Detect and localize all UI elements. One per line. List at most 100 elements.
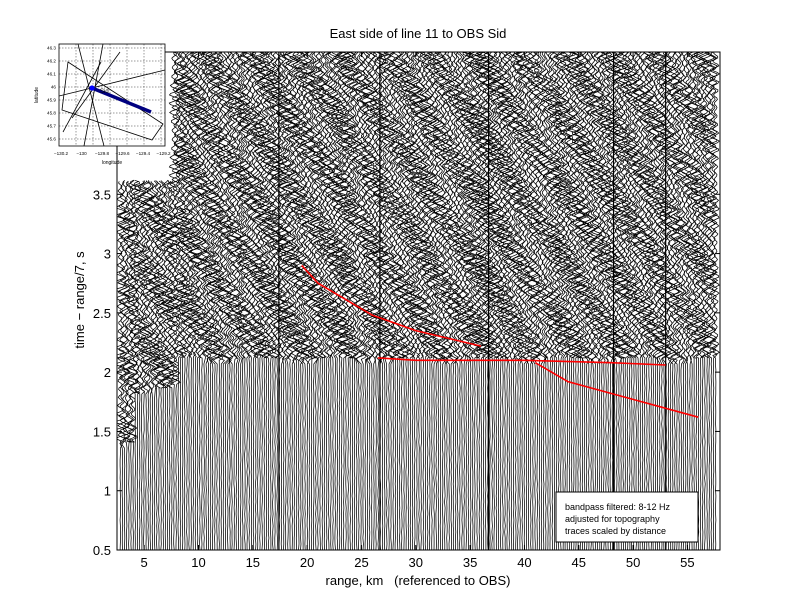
seismic-trace	[230, 52, 242, 550]
inset-y-label: latitude	[34, 87, 40, 103]
seismic-trace	[214, 52, 224, 550]
seismic-trace	[397, 52, 407, 550]
y-tick-label: 2	[104, 365, 111, 380]
seismic-trace	[363, 52, 376, 550]
seismic-trace	[629, 52, 639, 550]
x-axis: 5 10 15 20 25 30 35 40 45 50 55	[141, 52, 695, 570]
seismic-trace	[545, 52, 556, 550]
inset-ship-tracks	[59, 44, 165, 146]
seismic-trace	[377, 52, 388, 550]
seismic-trace	[147, 181, 158, 550]
seismic-trace	[499, 52, 511, 550]
seismic-trace	[689, 52, 699, 550]
seismic-trace	[579, 52, 590, 550]
x-tick-label: 15	[246, 555, 260, 570]
track-line-c	[59, 69, 165, 97]
seismic-trace	[643, 52, 655, 550]
seismic-trace	[543, 52, 553, 550]
chart-title: East side of line 11 to OBS Sid	[330, 26, 507, 41]
y-axis: 0.5 1 1.5 2 2.5 3 3.5	[93, 187, 720, 558]
seismic-trace	[462, 52, 475, 550]
seismic-trace	[288, 52, 300, 550]
seismic-trace	[431, 52, 441, 550]
y-tick-label: 3	[104, 247, 111, 262]
seismic-trace	[638, 52, 648, 550]
track-line-e	[71, 51, 121, 119]
seismic-trace	[620, 52, 630, 550]
seismic-trace	[192, 52, 203, 550]
seismic-trace	[330, 52, 340, 550]
seismic-trace	[249, 52, 262, 550]
seismic-trace	[164, 180, 175, 550]
seismic-trace	[457, 52, 467, 550]
seismic-trace	[308, 52, 319, 550]
seismic-trace	[613, 52, 625, 550]
seismic-trace	[352, 52, 361, 550]
seismic-trace	[322, 52, 335, 550]
x-tick-label: 50	[626, 555, 640, 570]
obs-marker	[89, 85, 95, 91]
seismic-trace	[599, 52, 613, 550]
seismic-trace	[383, 52, 395, 550]
seismic-trace	[355, 52, 367, 550]
seismic-trace	[126, 180, 137, 550]
seismic-trace	[257, 52, 267, 550]
seismic-trace	[519, 52, 530, 550]
seismic-trace	[235, 52, 246, 550]
seismic-trace	[138, 181, 150, 550]
seismic-trace	[626, 52, 638, 550]
seismic-trace	[418, 52, 429, 550]
y-axis-label: time − range/7, s	[72, 251, 87, 349]
seismic-trace	[459, 52, 469, 550]
seismic-trace	[607, 52, 618, 550]
x-axis-label: range, km (referenced to OBS)	[326, 573, 511, 588]
seismic-trace	[659, 52, 670, 550]
seismic-trace	[217, 52, 226, 550]
seismic-trace	[470, 52, 484, 550]
seismic-trace	[183, 52, 195, 550]
x-tick-label: 55	[680, 555, 694, 570]
seismic-trace	[142, 180, 154, 550]
main-plot: 5 10 15 20 25 30 35 40 45 50 55 0.5 1 1.5 2 2.5 3 3.5	[93, 51, 721, 570]
inset-y-tick-label: 45.9	[47, 98, 56, 103]
seismic-trace	[237, 52, 248, 550]
seismic-trace	[219, 52, 232, 550]
legend-line-topography: adjusted for topography	[565, 514, 660, 524]
seismic-trace	[692, 52, 705, 550]
seismic-trace	[307, 52, 316, 550]
seismic-trace	[327, 52, 339, 550]
seismic-trace	[559, 52, 572, 550]
seismic-trace	[347, 52, 358, 550]
seismic-trace	[460, 52, 473, 550]
seismic-trace	[481, 52, 494, 550]
seismic-trace	[515, 52, 525, 550]
line-11-east-segment	[91, 86, 152, 114]
inset-y-tick-label: 46.2	[47, 59, 56, 64]
seismic-trace	[152, 180, 162, 550]
seismic-trace	[585, 52, 596, 550]
seismic-trace	[698, 52, 708, 550]
seismic-trace	[204, 52, 213, 550]
x-tick-label: 35	[463, 555, 477, 570]
seismic-trace	[453, 52, 462, 550]
seismic-trace	[411, 52, 423, 550]
seismic-trace	[490, 52, 503, 550]
seismic-trace	[589, 52, 602, 550]
y-tick-label: 1.5	[93, 424, 111, 439]
seismic-trace	[708, 52, 719, 550]
seismic-trace	[445, 52, 454, 550]
seismic-trace	[419, 52, 432, 550]
inset-x-tick-label: −130	[76, 151, 87, 156]
seismic-trace	[645, 52, 656, 550]
seismic-trace	[199, 52, 209, 550]
legend-line-scaling: traces scaled by distance	[565, 526, 666, 536]
seismic-trace	[171, 52, 181, 550]
inset-y-tick-label: 45.8	[47, 111, 56, 116]
seismic-trace	[409, 52, 421, 550]
seismic-trace	[511, 52, 521, 550]
seismic-trace	[535, 52, 544, 550]
seismic-trace	[228, 52, 241, 550]
x-tick-label: 5	[141, 555, 148, 570]
y-tick-label: 2.5	[93, 306, 111, 321]
seismic-trace	[683, 52, 693, 550]
